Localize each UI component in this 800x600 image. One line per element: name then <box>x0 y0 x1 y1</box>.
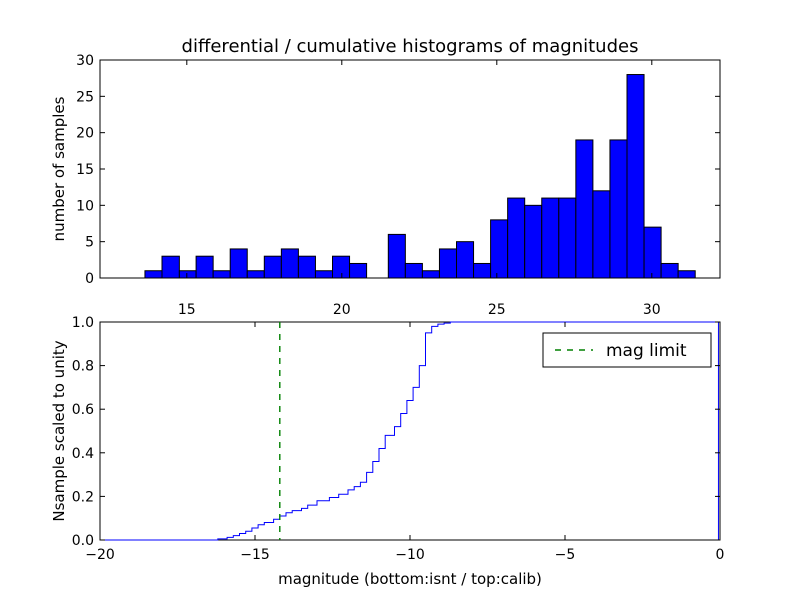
histogram-bar <box>280 248 299 279</box>
histogram-bar <box>161 255 180 279</box>
histogram-bar <box>609 139 628 279</box>
y-tick-label: 0.2 <box>72 489 94 505</box>
top-y-axis-label: number of samples <box>50 96 68 241</box>
histogram-bar <box>212 270 231 279</box>
legend-label-mag-limit: mag limit <box>606 341 687 361</box>
y-tick-label: 10 <box>76 198 94 214</box>
histogram-bar <box>541 197 560 279</box>
x-tick-label: 25 <box>488 302 506 318</box>
histogram-bar <box>349 262 368 279</box>
bottom-cumulative-chart: 0.0 0.2 0.4 0.6 0.8 1.0 −20 −15 −10 −5 0 magnitud… <box>50 315 724 588</box>
y-tick-label: 5 <box>85 235 94 251</box>
bottom-y-ticks: 0.0 0.2 0.4 0.6 0.8 1.0 <box>72 315 720 549</box>
histogram-bar <box>332 255 351 279</box>
histogram-bar <box>677 270 696 279</box>
histogram-bar <box>456 241 475 279</box>
y-tick-label: 1.0 <box>72 315 94 331</box>
top-bars-group <box>144 74 696 279</box>
histogram-bar <box>575 139 594 279</box>
bottom-x-axis-label: magnitude (bottom:isnt / top:calib) <box>278 570 542 588</box>
x-tick-label: −20 <box>85 547 115 563</box>
y-tick-label: 20 <box>76 126 94 142</box>
y-tick-label: 25 <box>76 89 94 105</box>
x-tick-label: 15 <box>178 302 196 318</box>
histogram-bar <box>660 262 679 279</box>
top-y-ticks: 0 5 10 15 20 25 30 <box>76 53 720 287</box>
histogram-bar <box>643 226 662 279</box>
histogram-bar <box>421 270 440 279</box>
x-tick-label: 30 <box>643 302 661 318</box>
histogram-bar <box>592 190 611 279</box>
x-tick-label: −10 <box>395 547 425 563</box>
histogram-bar <box>178 270 197 279</box>
top-x-ticks: 15 20 25 30 <box>178 60 661 318</box>
x-tick-label: 0 <box>716 547 725 563</box>
histogram-bar <box>229 248 248 279</box>
legend: mag limit <box>542 332 712 368</box>
histogram-bar <box>626 74 645 279</box>
x-tick-label: 20 <box>333 302 351 318</box>
bottom-series-group <box>100 321 719 541</box>
histogram-bar <box>263 255 282 279</box>
histogram-bar <box>246 270 265 279</box>
x-tick-label: −15 <box>240 547 270 563</box>
histogram-bar <box>404 262 423 279</box>
y-tick-label: 30 <box>76 53 94 69</box>
histogram-bar <box>490 219 509 279</box>
histogram-bar <box>314 270 334 279</box>
cumulative-step-line <box>100 321 719 541</box>
bottom-x-ticks: −20 −15 −10 −5 0 <box>85 322 724 563</box>
y-tick-label: 15 <box>76 162 94 178</box>
histogram-bar <box>297 255 316 279</box>
histogram-bar <box>195 255 214 279</box>
histogram-bar <box>387 233 406 279</box>
histogram-bar <box>507 197 526 279</box>
histogram-bar <box>144 270 163 279</box>
y-tick-label: 0 <box>85 271 94 287</box>
bottom-y-axis-label: Nsample scaled to unity <box>50 340 68 521</box>
y-tick-label: 0.8 <box>72 359 94 375</box>
chart-title: differential / cumulative histograms of … <box>182 36 639 57</box>
histogram-bar <box>473 262 492 279</box>
histogram-bar <box>524 204 543 279</box>
histogram-bar <box>438 248 458 279</box>
top-histogram-chart: differential / cumulative histograms of … <box>50 36 721 318</box>
y-tick-label: 0.4 <box>72 446 94 462</box>
histogram-bar <box>558 197 577 279</box>
y-tick-label: 0.6 <box>72 402 94 418</box>
x-tick-label: −5 <box>555 547 576 563</box>
y-tick-label: 0.0 <box>72 533 94 549</box>
